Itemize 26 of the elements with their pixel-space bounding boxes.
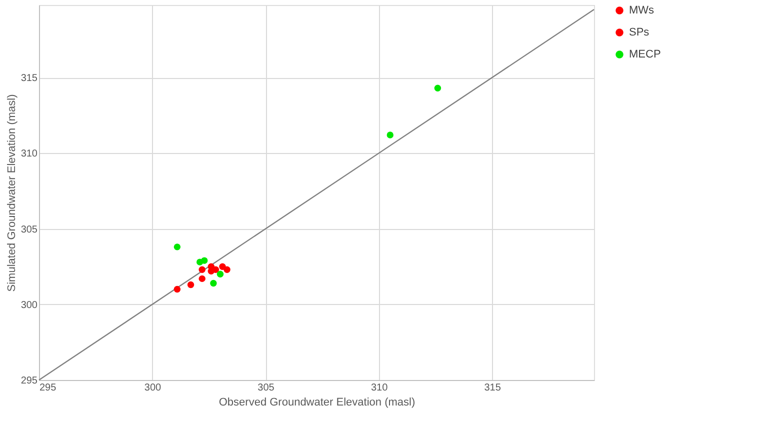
- point: [216, 270, 224, 278]
- x-axis-title: Observed Groundwater Elevation (masl): [218, 396, 416, 408]
- legend-label: SPs: [629, 26, 650, 38]
- legend-label: MWs: [629, 4, 655, 16]
- point: [174, 244, 181, 250]
- point: [386, 132, 394, 138]
- point: [210, 280, 217, 287]
- x-tick-label: 305: [258, 382, 275, 394]
- x-tick-label: 315: [484, 382, 502, 394]
- x-tick-label: 300: [144, 382, 162, 394]
- x-tick-label: 295: [40, 382, 57, 394]
- x-tick-label: 310: [370, 382, 388, 394]
- y-tick-label: 300: [20, 300, 38, 311]
- point: [224, 266, 230, 273]
- legend-label: MECP: [629, 48, 661, 60]
- point: [187, 281, 194, 288]
- y-tick-label: 315: [20, 73, 38, 84]
- y-axis-title: Simulated Groundwater Elevation (masl): [6, 94, 18, 292]
- y-tick-label: 295: [20, 376, 38, 386]
- point: [434, 84, 442, 92]
- point: [198, 266, 206, 273]
- point: [174, 286, 181, 293]
- y-tick-label: 310: [20, 148, 38, 160]
- y-tick-label: 305: [20, 224, 38, 236]
- point: [198, 275, 206, 282]
- point: [201, 257, 208, 264]
